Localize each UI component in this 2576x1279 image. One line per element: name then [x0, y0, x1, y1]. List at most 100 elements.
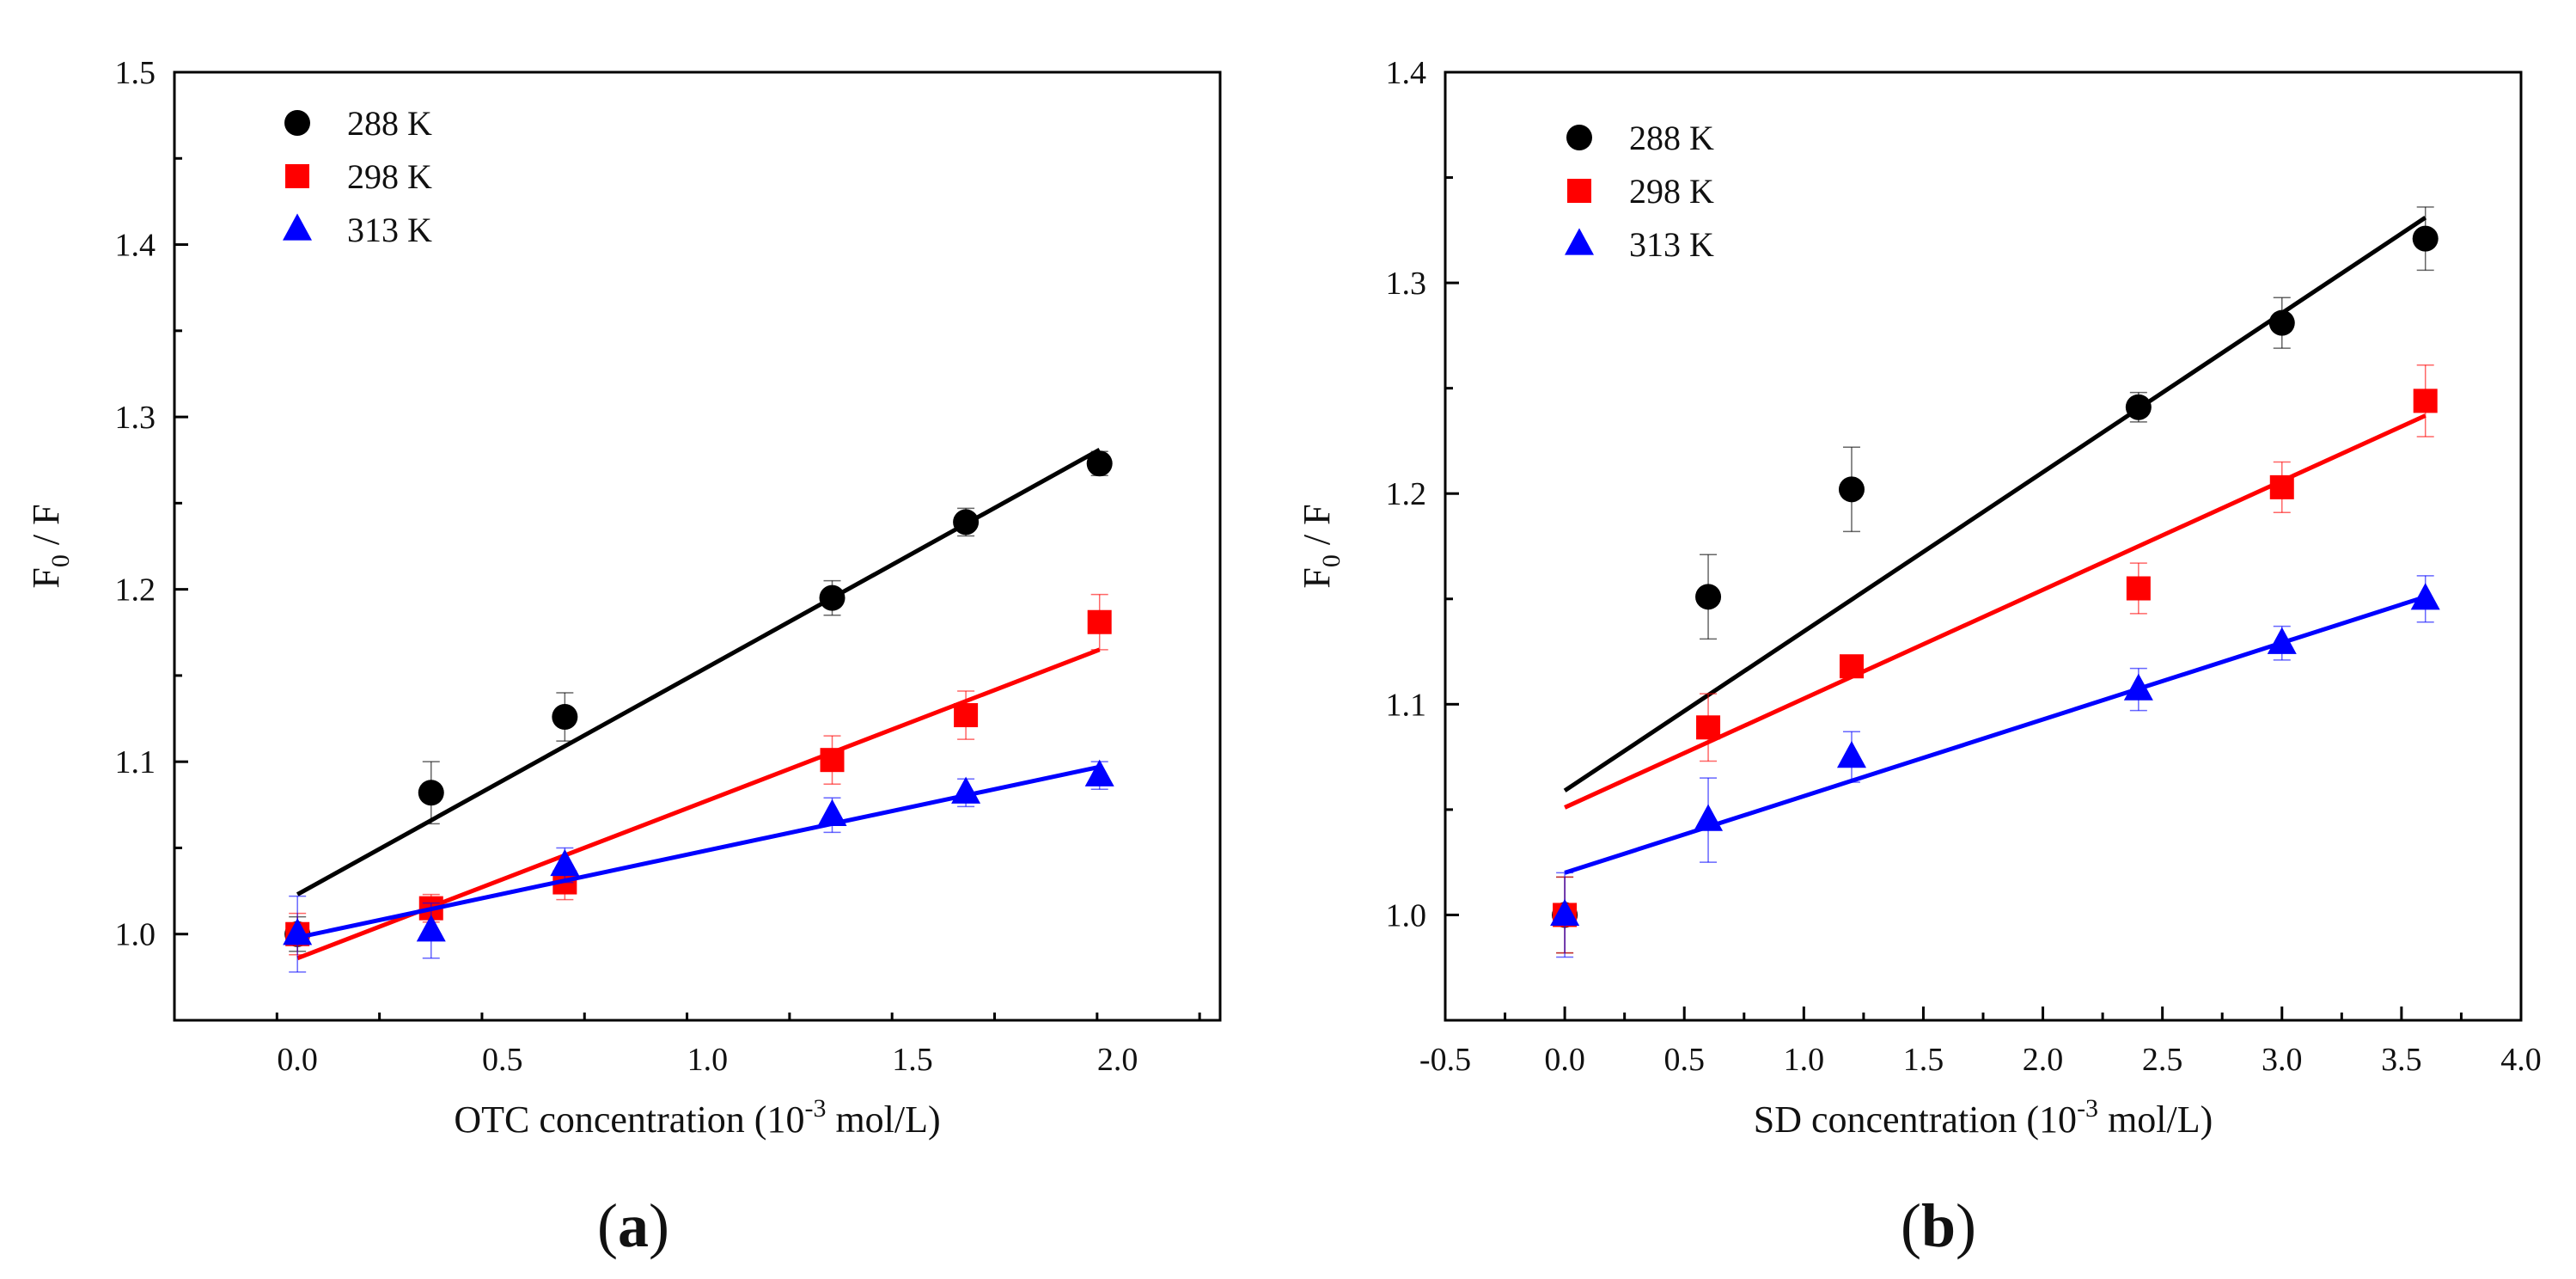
- series-298-k: [1553, 364, 2438, 954]
- data-point: [283, 918, 313, 945]
- x-tick-label: 4.0: [2500, 1042, 2542, 1078]
- data-point: [418, 780, 444, 806]
- y-axis-title-subscript: 0: [46, 554, 75, 567]
- legend-label: 313 K: [347, 211, 432, 249]
- y-tick-label: 1.2: [115, 572, 156, 609]
- x-tick-label: 0.5: [1663, 1042, 1705, 1078]
- legend-label: 288 K: [1629, 119, 1714, 157]
- legend-marker: [284, 110, 310, 136]
- data-point: [1836, 741, 1866, 768]
- panel-label: (b): [1901, 1191, 1976, 1260]
- x-tick-label: 0.0: [277, 1042, 318, 1078]
- series-288-k: [284, 448, 1113, 952]
- x-axis-title-tail: mol/L): [2098, 1098, 2213, 1141]
- legend-marker: [285, 164, 309, 188]
- fit-line: [296, 448, 1101, 897]
- x-tick-label: 1.0: [687, 1042, 729, 1078]
- legend-marker: [1567, 179, 1591, 203]
- x-axis-title-main: OTC concentration (10: [454, 1098, 804, 1141]
- y-tick-label: 1.4: [115, 228, 156, 264]
- y-tick-label: 1.4: [1386, 55, 1427, 91]
- data-point: [2125, 394, 2152, 420]
- y-axis-title-tail: / F: [1296, 504, 1338, 554]
- x-axis-title-main: SD concentration (10: [1754, 1098, 2077, 1141]
- plot-frame: [173, 70, 1222, 1022]
- y-axis-title: F0 / F: [1296, 504, 1346, 588]
- data-point: [2269, 474, 2294, 499]
- data-point: [1550, 898, 1580, 927]
- y-tick-label: 1.0: [1386, 897, 1427, 933]
- x-axis-title-superscript: -3: [2077, 1094, 2098, 1123]
- panel-label-open: (: [1901, 1191, 1921, 1260]
- legend-marker: [1565, 228, 1594, 255]
- data-point: [951, 776, 981, 804]
- data-point: [2123, 673, 2153, 701]
- y-axis-title-main: F: [25, 567, 67, 588]
- data-point: [1695, 584, 1722, 610]
- data-point: [552, 704, 578, 731]
- data-point: [954, 703, 979, 728]
- x-tick-label: -0.5: [1419, 1042, 1471, 1078]
- data-point: [953, 509, 980, 535]
- y-tick-label: 1.5: [115, 55, 156, 91]
- y-tick-label: 1.1: [115, 744, 156, 780]
- fit-line: [1564, 413, 2426, 810]
- data-point: [1084, 759, 1114, 786]
- x-tick-label: 2.5: [2142, 1042, 2183, 1078]
- data-point: [1694, 804, 1724, 831]
- data-point: [817, 799, 847, 826]
- legend-marker: [283, 213, 312, 241]
- y-tick-label: 1.1: [1386, 687, 1427, 723]
- y-tick-label: 1.3: [1386, 266, 1427, 302]
- panel-label-letter: a: [618, 1191, 649, 1260]
- data-point: [820, 748, 845, 773]
- data-point: [2412, 225, 2439, 252]
- data-point: [1086, 450, 1113, 477]
- data-point: [1838, 476, 1865, 503]
- y-tick-label: 1.0: [115, 917, 156, 953]
- x-tick-label: 1.5: [1903, 1042, 1944, 1078]
- panel-label-open: (: [597, 1191, 618, 1260]
- x-axis-title-superscript: -3: [804, 1094, 826, 1123]
- series-313-k: [283, 759, 1114, 973]
- x-axis-title: OTC concentration (10-3 mol/L): [454, 1094, 940, 1141]
- y-tick-label: 1.2: [1386, 476, 1427, 512]
- series-298-k: [285, 593, 1112, 961]
- y-axis-title-main: F: [1296, 567, 1338, 588]
- fit-line: [1563, 216, 2427, 792]
- x-axis-title: SD concentration (10-3 mol/L): [1754, 1094, 2213, 1141]
- panel-label-letter: b: [1921, 1191, 1956, 1260]
- x-tick-label: 1.0: [1784, 1042, 1825, 1078]
- x-tick-label: 2.0: [1097, 1042, 1138, 1078]
- series-313-k: [1550, 575, 2440, 958]
- data-point: [1087, 609, 1112, 634]
- fit-line: [1564, 594, 2426, 875]
- plot-frame: [1444, 70, 2523, 1022]
- y-axis-title: F0 / F: [25, 504, 75, 588]
- y-tick-label: 1.3: [115, 400, 156, 436]
- x-tick-label: 0.5: [482, 1042, 523, 1078]
- data-point: [416, 915, 446, 942]
- legend-label: 298 K: [347, 157, 432, 196]
- legend-label: 288 K: [347, 104, 432, 143]
- panel-label: (a): [597, 1191, 669, 1260]
- x-axis-title-tail: mol/L): [826, 1098, 940, 1141]
- x-tick-label: 0.0: [1544, 1042, 1585, 1078]
- x-tick-label: 1.5: [892, 1042, 933, 1078]
- data-point: [2410, 583, 2440, 610]
- x-tick-label: 2.0: [2023, 1042, 2064, 1078]
- series-288-k: [1552, 206, 2439, 954]
- legend-label: 313 K: [1629, 225, 1714, 264]
- legend-marker: [1566, 125, 1592, 150]
- panel-label-close: ): [1956, 1191, 1976, 1260]
- data-point: [2268, 309, 2295, 336]
- y-axis-title-tail: / F: [25, 504, 67, 554]
- data-point: [1839, 654, 1864, 679]
- panel-label-close: ): [649, 1191, 669, 1260]
- x-tick-label: 3.5: [2381, 1042, 2422, 1078]
- data-point: [2413, 389, 2438, 413]
- legend-label: 298 K: [1629, 172, 1714, 211]
- data-point: [550, 848, 580, 877]
- y-axis-title-subscript: 0: [1317, 554, 1346, 567]
